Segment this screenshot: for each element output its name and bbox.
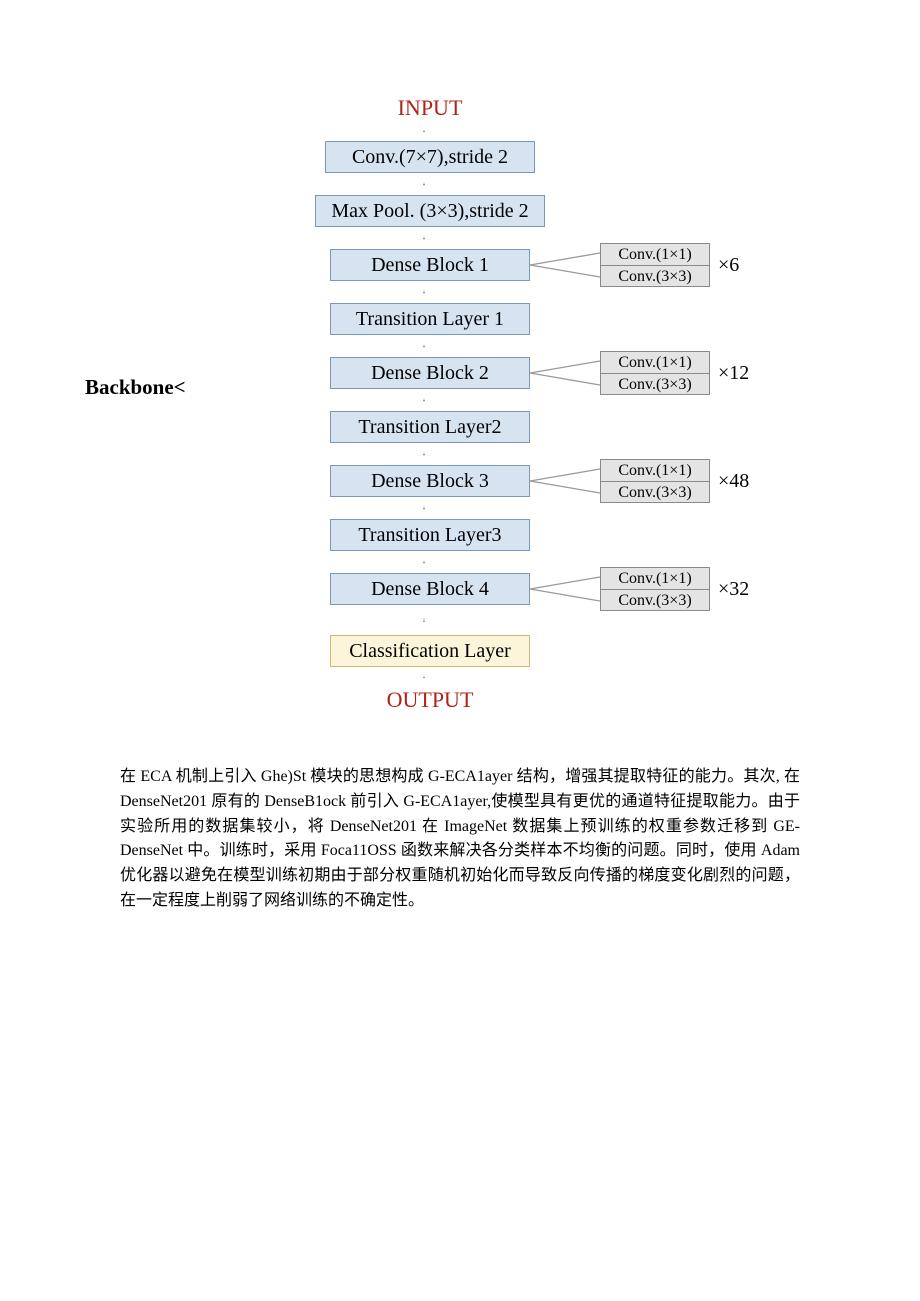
flow-arrow [423,497,425,519]
detail-cell: Conv.(1×1) [601,244,709,265]
detail-box-db2: Conv.(1×1)Conv.(3×3) [600,351,710,395]
block-cls: Classification Layer [330,635,530,667]
output-label: OUTPUT [330,687,530,713]
flow-arrow [423,389,425,411]
detail-db3: Conv.(1×1)Conv.(3×3) ×48 [600,459,749,503]
block-tl3: Transition Layer3 [330,519,530,551]
paragraph-text: 在 ECA 机制上引入 Ghe)St 模块的思想构成 G-ECA1ayer 结构… [120,768,800,909]
flow-arrow [423,173,425,195]
multiplier-db4: ×32 [718,578,749,601]
detail-cell: Conv.(3×3) [601,481,709,502]
detail-cell: Conv.(1×1) [601,352,709,373]
block-db1: Dense Block 1 [330,249,530,281]
detail-box-db4: Conv.(1×1)Conv.(3×3) [600,567,710,611]
block-conv: Conv.(7×7),stride 2 [325,141,535,173]
detail-cell: Conv.(1×1) [601,568,709,589]
detail-box-db1: Conv.(1×1)Conv.(3×3) [600,243,710,287]
detail-db2: Conv.(1×1)Conv.(3×3) ×12 [600,351,749,395]
flow-arrow [423,443,425,465]
detail-cell: Conv.(1×1) [601,460,709,481]
detail-db4: Conv.(1×1)Conv.(3×3) ×32 [600,567,749,611]
block-tl1: Transition Layer 1 [330,303,530,335]
multiplier-db3: ×48 [718,470,749,493]
backbone-label: Backbone< [85,375,186,400]
block-tl2: Transition Layer2 [330,411,530,443]
block-pool: Max Pool. (3×3),stride 2 [315,195,545,227]
block-db3: Dense Block 3 [330,465,530,497]
multiplier-db1: ×6 [718,254,739,277]
detail-db1: Conv.(1×1)Conv.(3×3) ×6 [600,243,739,287]
block-db2: Dense Block 2 [330,357,530,389]
detail-cell: Conv.(3×3) [601,373,709,394]
flow-arrow [423,227,425,249]
detail-cell: Conv.(3×3) [601,265,709,286]
flow-arrow [423,335,425,357]
flow-arrow [423,121,425,141]
flow-arrow [423,667,425,687]
flow-arrow [423,605,425,635]
detail-box-db3: Conv.(1×1)Conv.(3×3) [600,459,710,503]
backbone-text: Backbone< [85,375,186,399]
flow-arrow [423,551,425,573]
flow-arrow [423,281,425,303]
multiplier-db2: ×12 [718,362,749,385]
block-db4: Dense Block 4 [330,573,530,605]
description-paragraph: 在 ECA 机制上引入 Ghe)St 模块的思想构成 G-ECA1ayer 结构… [120,765,800,914]
detail-cell: Conv.(3×3) [601,589,709,610]
input-label: INPUT [330,95,530,121]
